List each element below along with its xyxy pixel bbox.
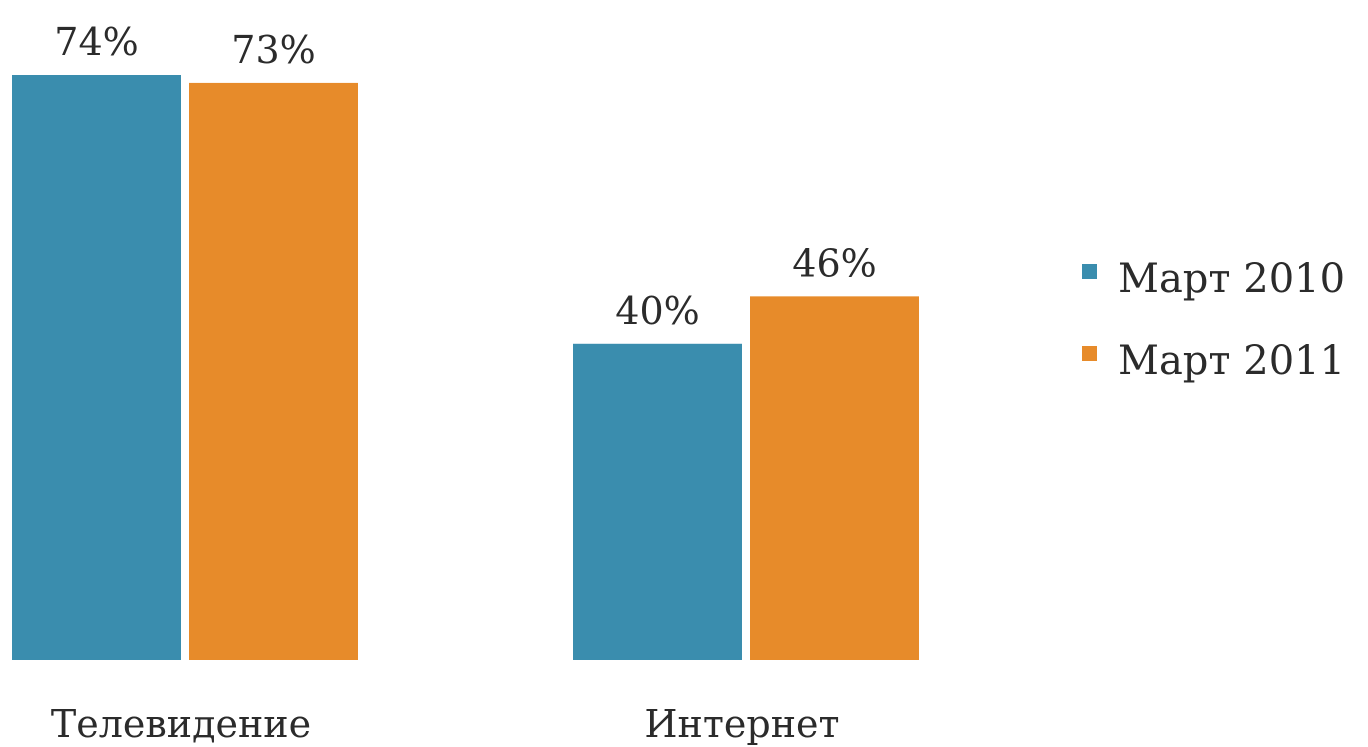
bar-television-series-1 [12,75,181,660]
data-label: 74% [54,20,138,64]
bar-internet-series-1 [573,343,742,660]
legend-label: Март 2011 [1118,338,1345,384]
data-label: 73% [231,28,315,72]
value-labels-group: 74% 73% 40% 46% [54,20,876,333]
category-label: Телевидение [51,702,311,746]
bar-internet-series-2 [750,296,919,660]
category-label: Интернет [644,702,839,746]
legend-item: Март 2010 [1082,256,1345,302]
legend-swatch [1082,264,1097,279]
legend: Март 2010 Март 2011 [1082,256,1345,384]
data-label: 40% [615,289,699,333]
bars-group [12,75,919,661]
data-label: 46% [792,241,876,285]
bar-television-series-2 [189,82,358,661]
category-labels-group: Телевидение Интернет [51,702,840,746]
legend-item: Март 2011 [1082,338,1345,384]
legend-label: Март 2010 [1118,256,1345,302]
legend-swatch [1082,346,1097,361]
